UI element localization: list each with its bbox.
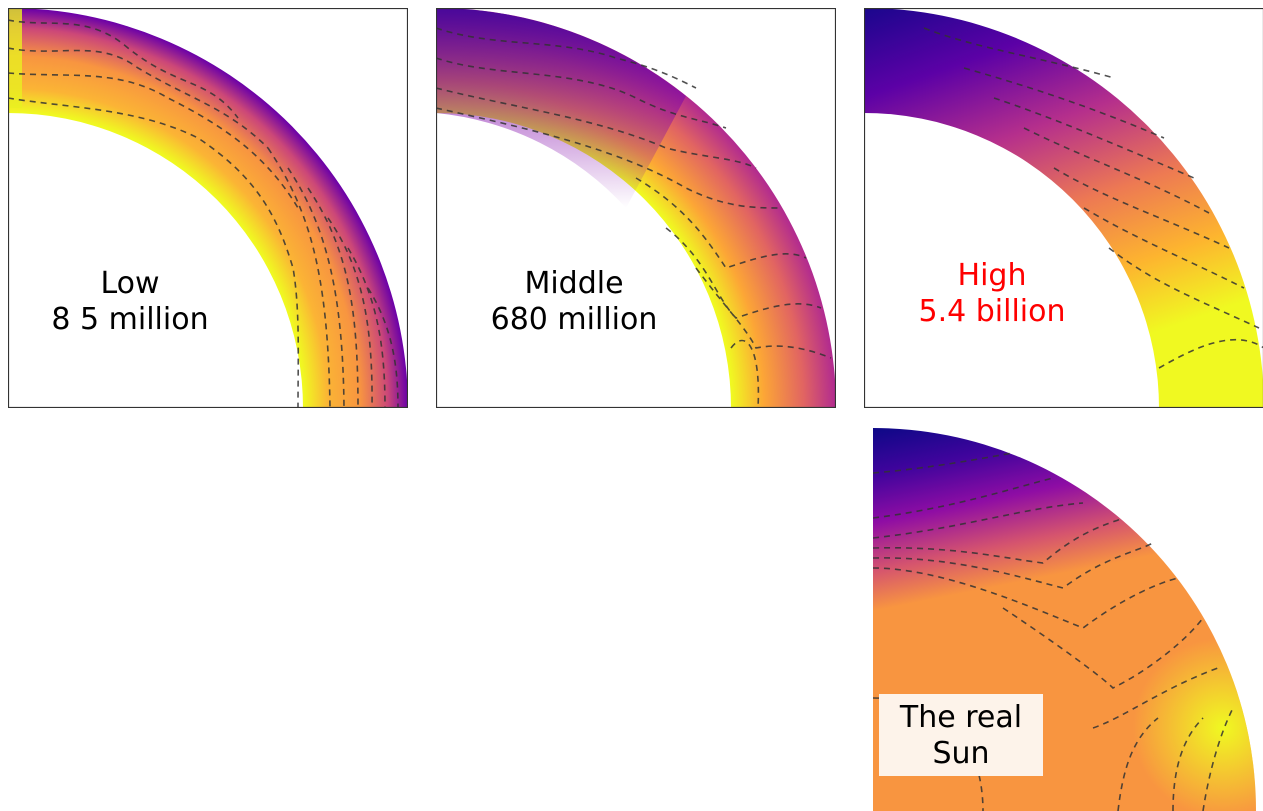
label-middle-line2: 680 million [490, 302, 658, 337]
shell-upper-shade [436, 8, 686, 208]
shell-region [864, 8, 1263, 408]
low-rotation-map [8, 8, 408, 408]
panel-real-sun: The real Sun [873, 428, 1256, 811]
label-real-sun: The real Sun [879, 694, 1043, 776]
middle-rotation-map [436, 8, 836, 408]
contour-lines [923, 27, 1263, 369]
label-low-line1: Low [100, 266, 160, 301]
contour-lines [873, 452, 1234, 811]
axes-frame [8, 8, 408, 408]
label-real-sun-line2: Sun [932, 736, 990, 771]
panel-high: High 5.4 billion [864, 8, 1263, 408]
panel-low: Low 8 5 million [8, 8, 408, 408]
label-high-line1: High [957, 258, 1027, 293]
label-middle-line1: Middle [524, 266, 624, 301]
high-rotation-map [864, 8, 1263, 408]
contour-lines [8, 19, 399, 408]
axes-frame [436, 8, 836, 408]
label-high-line2: 5.4 billion [918, 294, 1066, 329]
label-high: High 5.4 billion [892, 258, 1092, 330]
label-low-line2: 8 5 million [51, 302, 209, 337]
axes-frame [864, 8, 1263, 408]
label-real-sun-line1: The real [899, 700, 1023, 735]
label-middle: Middle 680 million [474, 266, 674, 338]
panel-middle: Middle 680 million [436, 8, 836, 408]
label-low: Low 8 5 million [30, 266, 230, 338]
pole-noise [8, 8, 22, 108]
shell-region [8, 8, 408, 408]
contour-lines [436, 27, 832, 408]
